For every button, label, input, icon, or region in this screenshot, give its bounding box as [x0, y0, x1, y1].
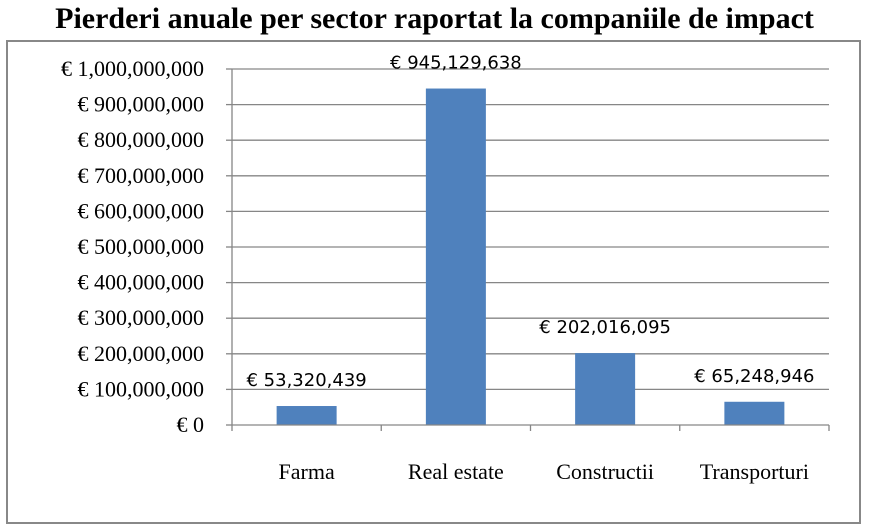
bar-real-estate: [425, 88, 486, 426]
chart-frame: [6, 40, 861, 524]
y-tick-label: € 0: [177, 412, 205, 437]
y-tick-label: € 800,000,000: [78, 127, 205, 152]
bar-farma: [276, 406, 337, 425]
data-label: € 945,129,638: [390, 53, 522, 74]
x-axis-ticks: Farma Real estate Constructii Transporturi: [279, 459, 809, 484]
bars: [276, 88, 785, 426]
bar-constructii: [575, 353, 636, 425]
data-label: € 65,248,946: [694, 366, 814, 387]
y-tick-label: € 1,000,000,000: [61, 56, 204, 81]
y-tick-label: € 700,000,000: [78, 163, 205, 188]
y-tick-label: € 400,000,000: [78, 270, 205, 295]
data-label: € 202,016,095: [539, 317, 671, 338]
data-label: € 53,320,439: [247, 370, 367, 391]
y-tick-label: € 500,000,000: [78, 234, 205, 259]
bar-transporturi: [724, 401, 785, 425]
chart-title: Pierderi anuale per sector raportat la c…: [55, 2, 814, 35]
gridlines: [232, 68, 829, 391]
y-tick-label: € 100,000,000: [78, 376, 205, 401]
y-tick-label: € 600,000,000: [78, 198, 205, 223]
y-tick-label: € 900,000,000: [78, 92, 205, 117]
y-tick-label: € 300,000,000: [78, 305, 205, 330]
x-tick-label: Transporturi: [700, 459, 809, 484]
x-tick-label: Real estate: [408, 459, 504, 484]
data-labels: € 53,320,439 € 945,129,638 € 202,016,095 € …: [247, 53, 815, 391]
x-tick-label: Farma: [279, 459, 335, 484]
y-tick-label: € 200,000,000: [78, 341, 205, 366]
y-axis-ticks: € 0 € 100,000,000 € 200,000,000 € 300,000,0…: [61, 56, 204, 437]
axes: [226, 68, 830, 431]
x-tick-label: Constructii: [556, 459, 654, 484]
